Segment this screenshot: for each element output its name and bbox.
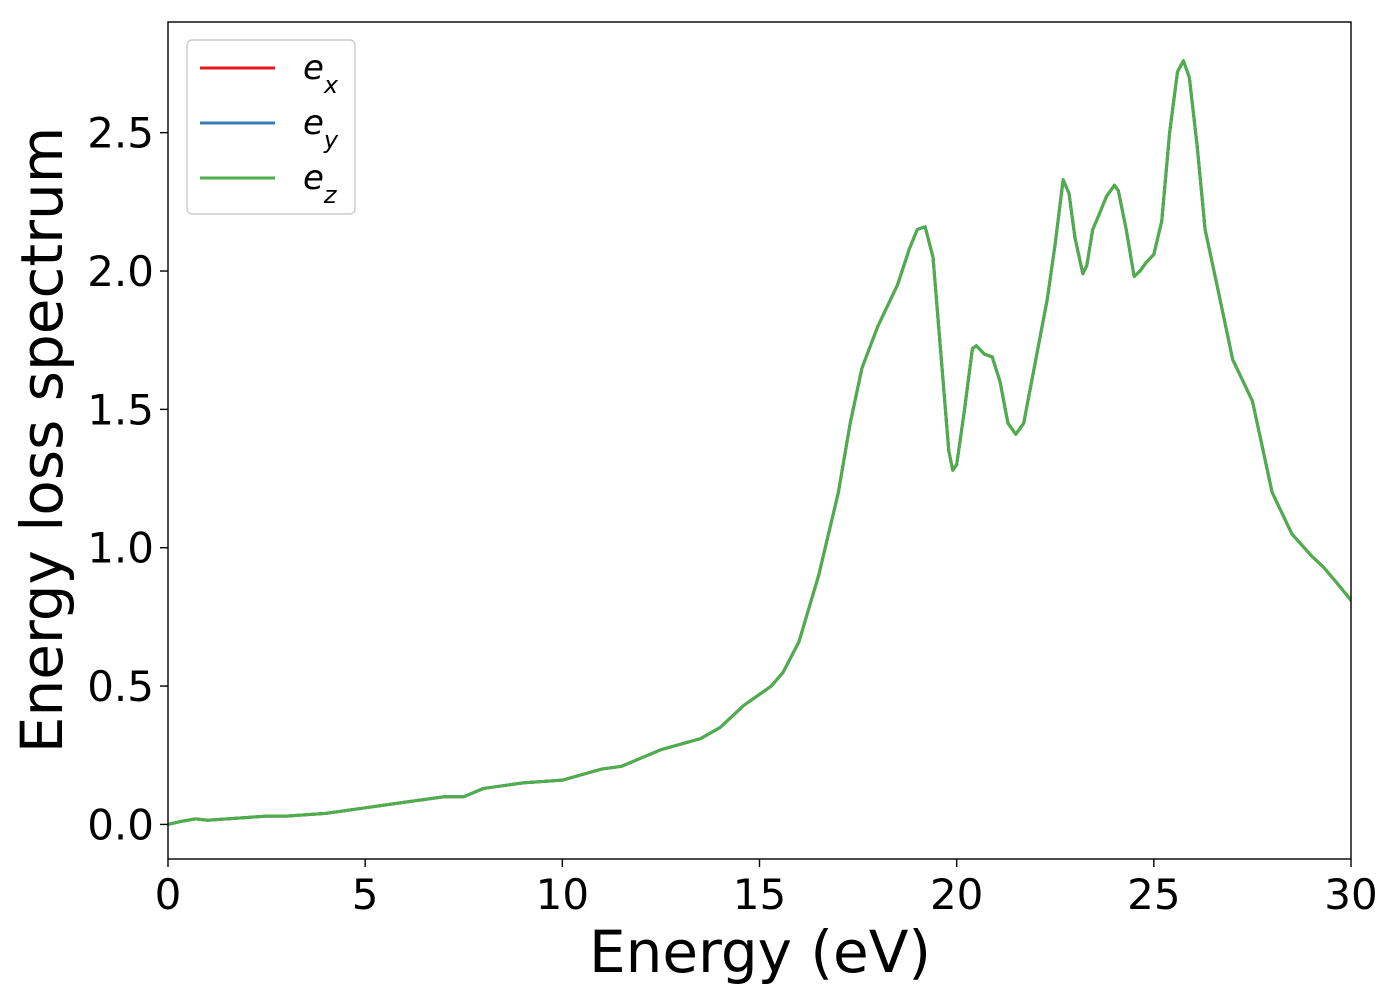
x-axis-title: Energy (eV) [589, 918, 931, 986]
y-tick-label: 2.0 [87, 247, 154, 296]
y-tick-label: 2.5 [87, 109, 154, 158]
y-tick-label: 1.5 [87, 385, 154, 434]
x-tick-label: 20 [930, 870, 983, 919]
legend-box [186, 39, 356, 215]
y-tick-label: 0.0 [87, 800, 154, 849]
x-tick-label: 10 [536, 870, 589, 919]
x-tick-label: 15 [733, 870, 786, 919]
series-lines [168, 59, 1351, 826]
y-axis-title: Energy loss spectrum [8, 127, 76, 753]
y-tick-label: 0.5 [87, 662, 154, 711]
x-tick-label: 5 [352, 870, 379, 919]
x-tick-label: 25 [1127, 870, 1180, 919]
y-axis-ticks: 0.0 0.5 1.0 1.5 2.0 2.5 [87, 109, 168, 849]
y-tick-label: 1.0 [87, 524, 154, 573]
series-line-e-z [168, 59, 1351, 826]
x-tick-label: 30 [1324, 870, 1377, 919]
x-tick-label: 0 [155, 870, 182, 919]
x-axis-ticks: 0 5 10 15 20 25 30 [155, 859, 1378, 919]
